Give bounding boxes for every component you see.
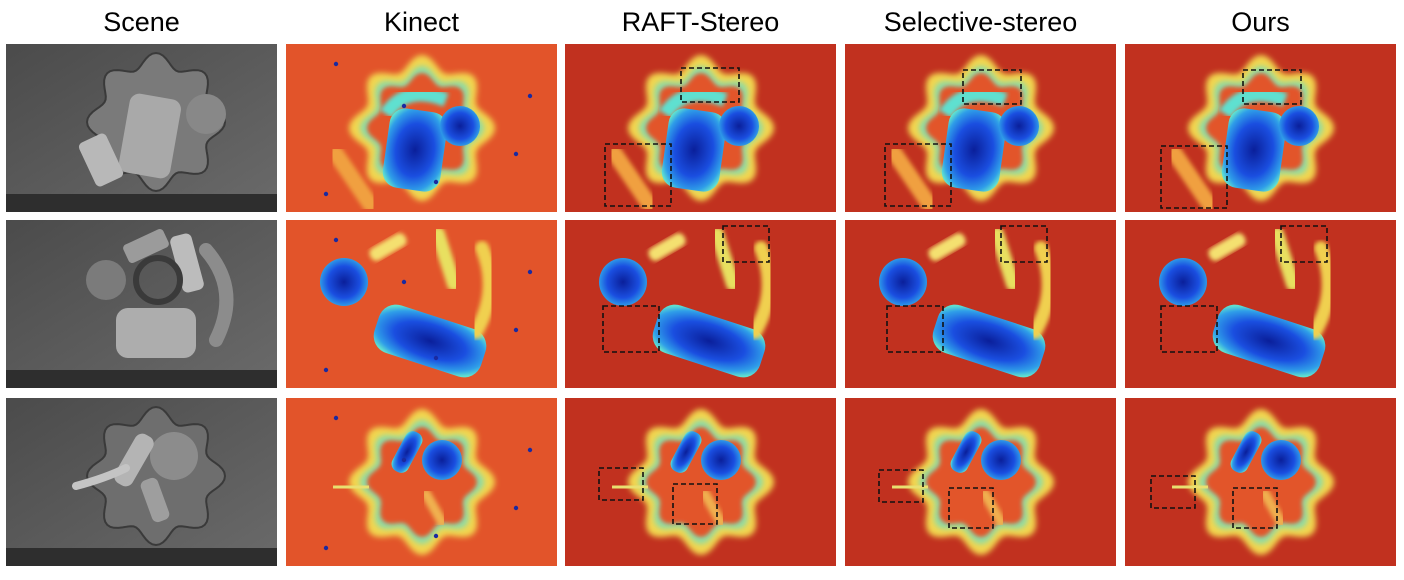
highlight-box-2	[1232, 487, 1278, 529]
tile-selective-stereo-row-1	[845, 44, 1116, 212]
highlight-box-2	[602, 305, 660, 353]
highlight-box-1	[962, 69, 1022, 105]
tile-ours-row-2	[1125, 220, 1396, 388]
scene-image	[6, 44, 277, 212]
tile-scene-row-3	[6, 398, 277, 566]
highlight-box-1	[1280, 225, 1328, 263]
tile-raft-stereo-row-1	[565, 44, 836, 212]
header-selective-stereo: Selective-stereo	[883, 7, 1078, 37]
scene-image	[6, 398, 277, 566]
depth-map-image	[565, 44, 836, 212]
depth-map-image	[845, 44, 1116, 212]
header-ours: Ours	[1231, 7, 1290, 37]
highlight-box-2	[884, 143, 952, 207]
depth-map-image	[286, 220, 557, 388]
tile-selective-stereo-row-2	[845, 220, 1116, 388]
header-kinect: Kinect	[383, 7, 460, 37]
tile-kinect-row-3	[286, 398, 557, 566]
header-scene: Scene	[103, 7, 180, 37]
highlight-box-1	[598, 467, 644, 501]
tile-selective-stereo-row-3	[845, 398, 1116, 566]
highlight-box-2	[604, 143, 672, 207]
highlight-box-1	[1000, 225, 1048, 263]
highlight-box-1	[1150, 475, 1196, 509]
highlight-box-2	[948, 487, 994, 529]
depth-map-image	[1125, 220, 1396, 388]
tile-scene-row-2	[6, 220, 277, 388]
depth-map-image	[286, 398, 557, 566]
depth-map-image	[565, 220, 836, 388]
depth-map-image	[1125, 44, 1396, 212]
tile-ours-row-3	[1125, 398, 1396, 566]
highlight-box-1	[680, 67, 740, 103]
depth-map-image	[845, 398, 1116, 566]
tile-kinect-row-2	[286, 220, 557, 388]
tile-raft-stereo-row-3	[565, 398, 836, 566]
tile-kinect-row-1	[286, 44, 557, 212]
tile-ours-row-1	[1125, 44, 1396, 212]
highlight-box-1	[1242, 69, 1302, 105]
depth-map-image	[1125, 398, 1396, 566]
highlight-box-2	[1160, 145, 1228, 209]
depth-map-image	[565, 398, 836, 566]
highlight-box-2	[886, 305, 944, 353]
highlight-box-2	[1160, 305, 1218, 353]
highlight-box-2	[672, 483, 718, 525]
highlight-box-1	[878, 469, 924, 503]
tile-raft-stereo-row-2	[565, 220, 836, 388]
depth-map-image	[286, 44, 557, 212]
highlight-box-1	[722, 225, 770, 263]
depth-map-image	[845, 220, 1116, 388]
scene-image	[6, 220, 277, 388]
header-raft-stereo: RAFT-Stereo	[621, 7, 780, 37]
tile-scene-row-1	[6, 44, 277, 212]
